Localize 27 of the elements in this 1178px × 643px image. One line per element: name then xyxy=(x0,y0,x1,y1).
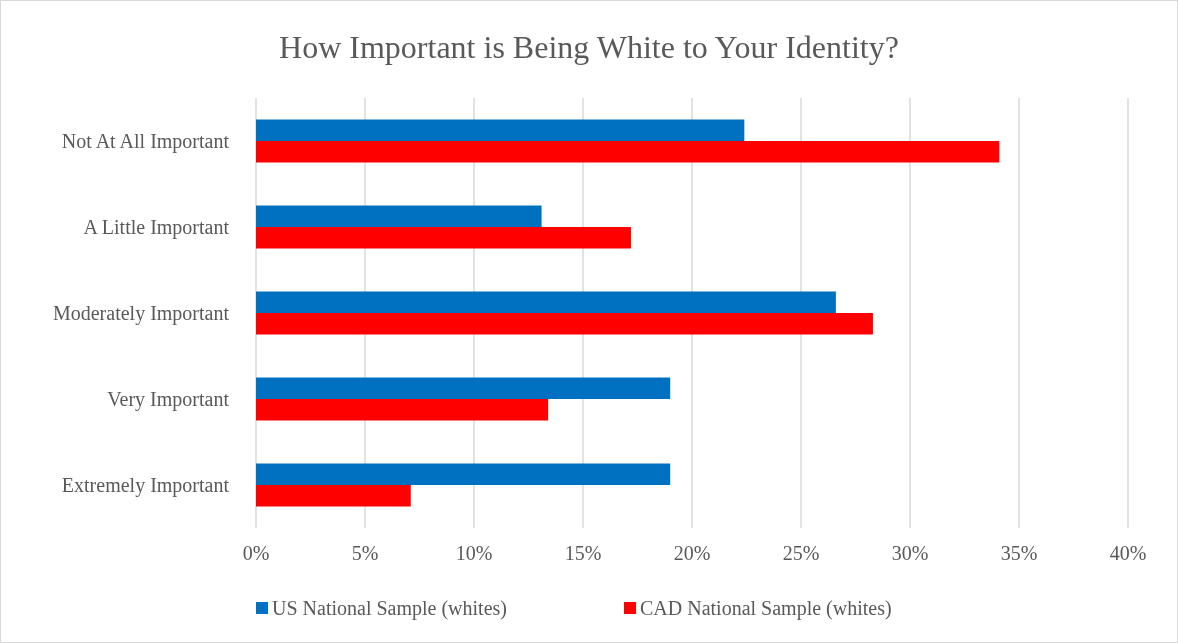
bar xyxy=(256,463,671,485)
legend-label: CAD National Sample (whites) xyxy=(640,597,892,620)
x-tick-label: 35% xyxy=(1000,542,1038,564)
bar xyxy=(256,119,745,141)
chart-title: How Important is Being White to Your Identity? xyxy=(279,29,899,65)
bar xyxy=(256,227,631,249)
bar xyxy=(256,141,1000,163)
bar xyxy=(256,377,671,399)
bar xyxy=(256,485,411,507)
bar xyxy=(256,399,549,421)
x-tick-label: 25% xyxy=(782,542,820,564)
bar xyxy=(256,291,836,313)
x-tick-label: 0% xyxy=(242,542,270,564)
x-tick-label: 5% xyxy=(351,542,379,564)
y-tick-label: Not At All Important xyxy=(61,130,230,153)
x-tick-label: 15% xyxy=(564,542,602,564)
x-tick-label: 10% xyxy=(455,542,493,564)
x-tick-label: 30% xyxy=(891,542,929,564)
y-tick-label: Moderately Important xyxy=(52,302,230,325)
bar xyxy=(256,205,542,227)
y-tick-label: A Little Important xyxy=(83,216,230,239)
x-tick-label: 40% xyxy=(1109,542,1147,564)
legend-label: US National Sample (whites) xyxy=(272,597,507,620)
x-tick-label: 20% xyxy=(673,542,711,564)
y-tick-label: Very Important xyxy=(107,388,230,411)
bar xyxy=(256,313,873,335)
y-tick-label: Extremely Important xyxy=(61,474,230,497)
